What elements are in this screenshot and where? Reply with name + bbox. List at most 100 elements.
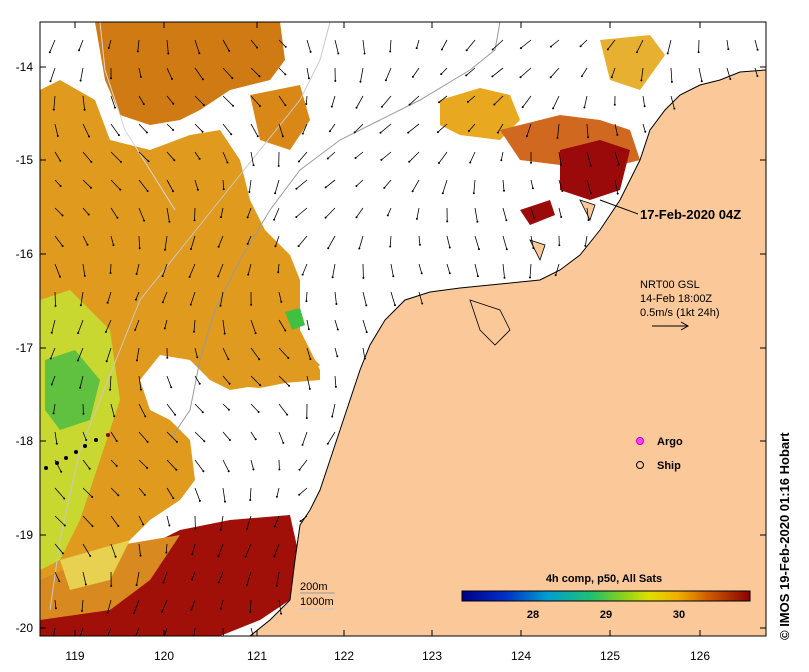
current-vector-line: [82, 431, 87, 441]
current-vector-line: [110, 123, 120, 136]
current-vector-head: [230, 133, 233, 136]
current-vector-head: [63, 524, 66, 527]
current-vector-head: [84, 583, 87, 586]
current-vector-line: [726, 67, 731, 80]
current-vector-line: [50, 347, 56, 359]
current-vector-line: [385, 67, 392, 81]
current-vector-line: [191, 599, 196, 610]
current-vector-line: [250, 151, 254, 166]
current-vector-line: [446, 263, 451, 274]
argo-marker-icon: [636, 437, 644, 445]
bathy-200m: [169, 22, 501, 441]
current-vector-line: [300, 515, 308, 522]
current-vector-head: [491, 48, 494, 51]
sst-patch-ne-red: [560, 140, 630, 200]
current-vector-line: [529, 263, 532, 278]
current-vector-head: [133, 612, 135, 615]
current-vector-head: [58, 580, 61, 583]
current-vector-line: [138, 95, 145, 105]
current-vector-head: [171, 78, 173, 80]
current-vector-head: [245, 527, 248, 530]
current-vector-line: [302, 263, 308, 275]
current-vector-line: [135, 291, 140, 300]
current-vector-line: [278, 375, 290, 387]
current-vector-line: [306, 39, 311, 53]
current-vector-line: [558, 179, 563, 192]
current-vector-line: [325, 207, 336, 218]
current-vector-head: [505, 219, 508, 222]
current-vector-head: [670, 80, 673, 83]
current-vector-line: [77, 319, 84, 334]
current-vector-line: [520, 39, 532, 49]
current-vector-line: [440, 67, 448, 75]
current-vector-line: [250, 39, 258, 48]
current-vector-line: [54, 151, 61, 162]
current-vector-line: [362, 319, 368, 333]
current-vector-head: [147, 160, 150, 163]
current-vector-line: [78, 39, 84, 51]
current-vector-head: [115, 440, 118, 442]
current-vector-head: [503, 276, 506, 279]
current-vector-line: [138, 151, 149, 162]
current-vector-head: [90, 160, 93, 163]
argo-label: Argo: [657, 436, 683, 448]
current-vector-line: [138, 543, 141, 556]
current-vector-head: [106, 638, 108, 640]
sst-patch-green: [45, 350, 100, 430]
current-vector-head: [392, 275, 395, 278]
current-vector-line: [274, 543, 280, 557]
current-vector-head: [190, 578, 193, 581]
current-vector-line: [193, 319, 196, 332]
current-vector-head: [219, 528, 222, 531]
current-vector-line: [162, 263, 168, 277]
current-vector-head: [219, 607, 222, 610]
current-vector-head: [644, 130, 647, 133]
current-vector-head: [327, 247, 330, 250]
current-vector-head: [529, 276, 531, 279]
sst-patch-green-2: [285, 308, 305, 330]
current-vector-line: [54, 431, 58, 444]
current-vector-head: [119, 160, 122, 163]
current-vector-head: [446, 220, 449, 223]
current-vector-line: [54, 207, 63, 216]
current-vector-line: [331, 95, 336, 107]
current-vector-head: [188, 275, 191, 278]
current-vector-head: [134, 328, 137, 331]
current-vector-head: [476, 220, 479, 223]
current-vector-line: [222, 459, 230, 472]
current-vector-head: [217, 275, 220, 278]
current-vector-line: [246, 515, 252, 529]
current-vector-head: [554, 274, 557, 277]
current-vector-line: [249, 599, 252, 613]
current-vector-line: [54, 179, 61, 187]
current-vector-line: [530, 235, 534, 249]
y-tick-19: -19: [16, 528, 34, 542]
current-vector-line: [558, 151, 562, 166]
current-vector-head: [50, 383, 53, 386]
current-vector-line: [249, 179, 252, 193]
current-vector-head: [232, 104, 234, 107]
current-vector-line: [306, 375, 311, 389]
current-vector-line: [381, 151, 392, 161]
current-vector-head: [478, 248, 480, 251]
current-vector-head: [379, 131, 382, 134]
current-vector-head: [420, 272, 423, 275]
current-vector-line: [698, 67, 703, 82]
current-vector-head: [560, 216, 563, 218]
current-vector-line: [670, 95, 675, 109]
current-vector-line: [163, 571, 168, 583]
current-vector-line: [107, 599, 112, 613]
current-vector-line: [166, 67, 173, 80]
current-vector-line: [250, 347, 260, 360]
current-vector-head: [117, 134, 120, 137]
current-vector-line: [437, 123, 448, 133]
current-vector-line: [138, 515, 144, 525]
current-vector-line: [194, 487, 201, 502]
current-vector-line: [250, 431, 257, 440]
current-vector-line: [192, 543, 196, 555]
current-vector-head: [297, 160, 300, 163]
current-vector-head: [79, 79, 82, 82]
current-vector-line: [138, 375, 142, 390]
current-vector-line: [249, 487, 252, 501]
current-vector-head: [469, 161, 472, 164]
